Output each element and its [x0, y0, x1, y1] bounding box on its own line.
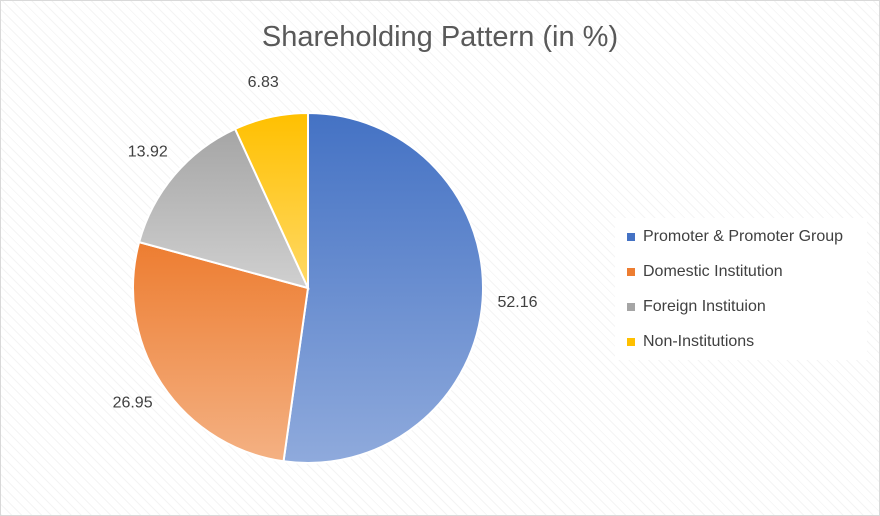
legend-label: Promoter & Promoter Group: [643, 228, 844, 245]
legend-item: Domestic Institution: [627, 262, 783, 282]
data-label: 13.92: [128, 143, 168, 160]
chart-legend: Promoter & Promoter Group Domestic Instit…: [615, 218, 867, 360]
legend-swatch: [627, 303, 635, 311]
legend-swatch: [627, 268, 635, 276]
legend-label: Non-Institutions: [643, 333, 755, 350]
legend-item: Non-Institutions: [627, 332, 754, 352]
legend-label: Domestic Institution: [643, 263, 783, 280]
data-label: 6.83: [248, 74, 279, 91]
pie-slice-non-institutions: [233, 111, 309, 289]
chart-title: Shareholding Pattern (in %): [261, 21, 619, 53]
data-label: 26.95: [113, 395, 153, 412]
legend-label: Foreign Instituion: [643, 298, 766, 315]
legend-swatch: [627, 338, 635, 346]
pie-slice-promoter-promoter-group: [282, 111, 484, 464]
pie-slice-foreign-instituion: [137, 127, 310, 290]
legend-swatch: [627, 233, 635, 241]
legend-item: Promoter & Promoter Group: [627, 227, 843, 247]
data-label: 52.16: [497, 294, 537, 311]
pie-slice-domestic-institution: [132, 240, 310, 463]
legend-item: Foreign Instituion: [627, 297, 766, 317]
